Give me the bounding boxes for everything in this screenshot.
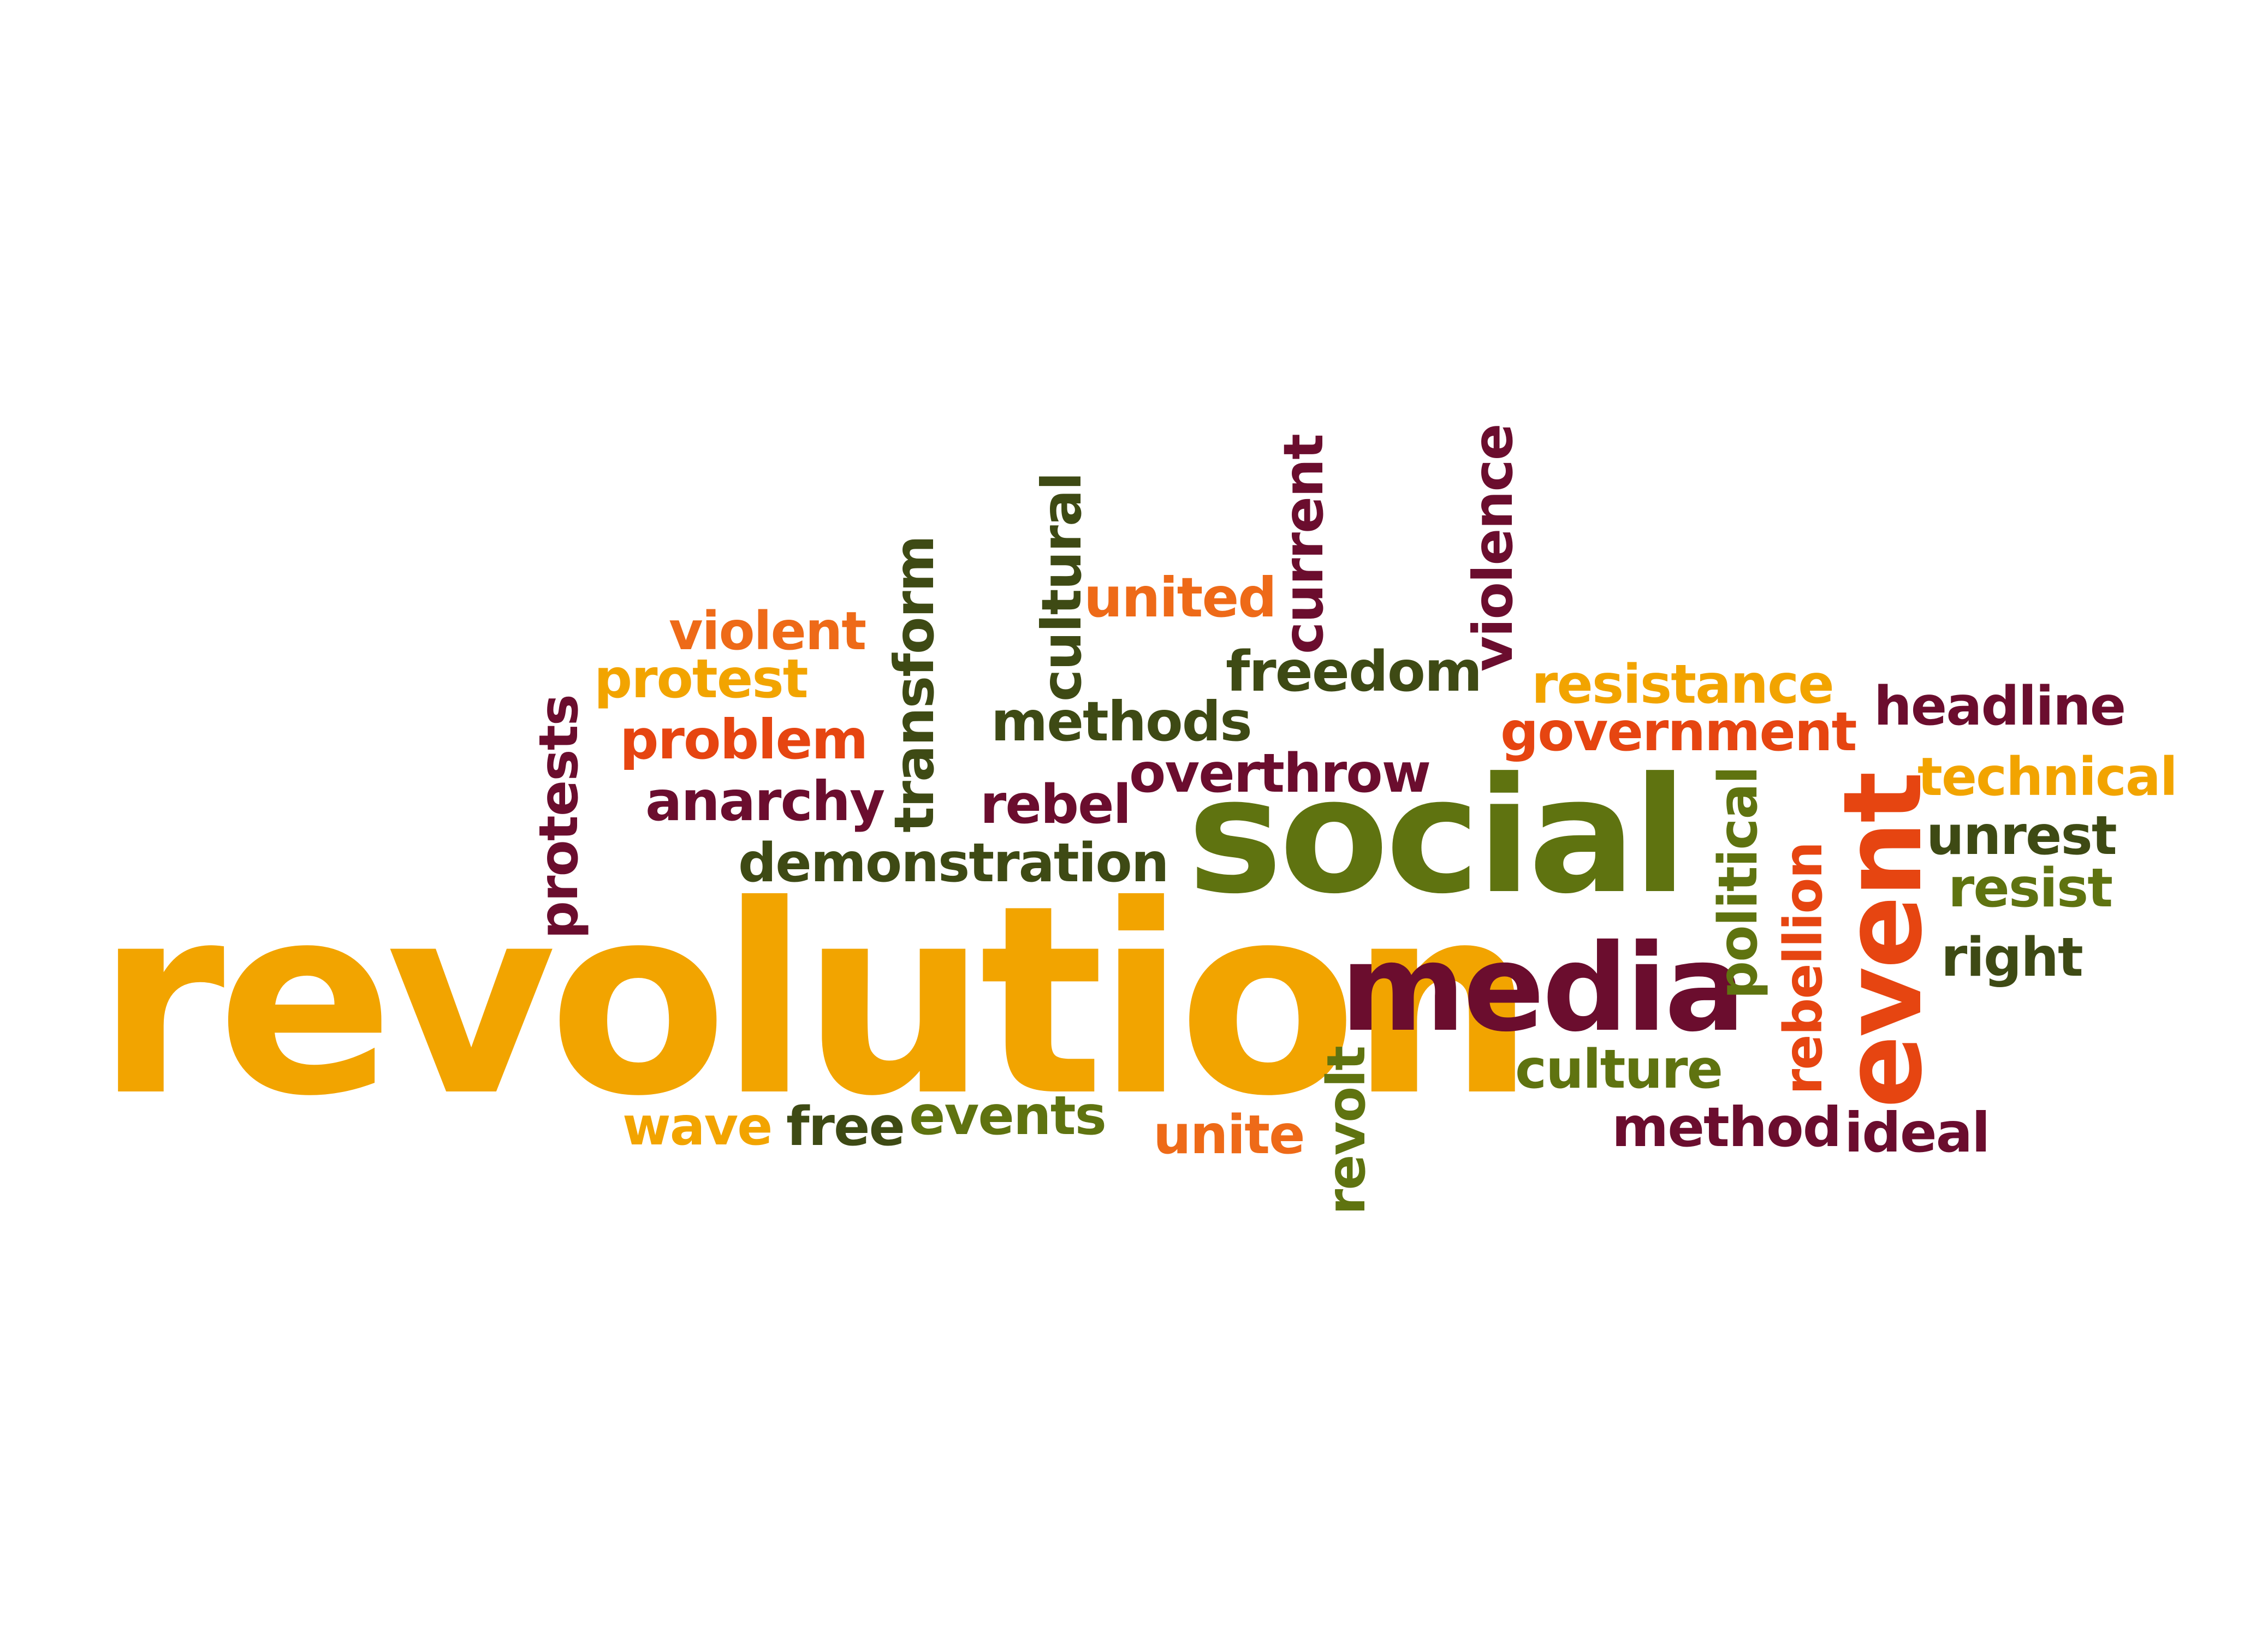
word-problem: problem [620,708,868,771]
word-rebel: rebel [980,774,1131,836]
word-unrest: unrest [1926,805,2117,867]
word-anarchy: anarchy [645,769,885,833]
word-revolt: revolt [1316,1046,1377,1215]
word-resist: resist [1948,857,2113,919]
word-rebellion: rebellion [1773,842,1834,1095]
word-ideal: ideal [1844,1101,1990,1165]
word-political: political [1707,767,1770,999]
word-right: right [1941,927,2083,989]
word-violent: violent [669,601,866,662]
word-media: media [1340,918,1745,1058]
word-event: event [1820,773,1946,1108]
word-violence: violence [1461,424,1525,672]
word-headline: headline [1874,675,2126,738]
word-protests: protests [528,695,590,939]
word-demonstration: demonstration [738,832,1169,894]
word-united: united [1084,566,1277,630]
word-current: current [1272,435,1335,654]
word-government: government [1500,701,1857,763]
word-unite: unite [1153,1104,1305,1166]
word-technical: technical [1917,746,2178,808]
word-resistance: resistance [1531,654,1834,716]
word-methods: methods [991,690,1252,753]
word-transform: transform [882,536,946,833]
word-method: method [1612,1095,1842,1159]
word-revolution: revolution [96,849,1535,1153]
word-wave: wave [622,1096,773,1157]
word-overthrow: overthrow [1129,743,1431,805]
word-protest: protest [594,648,809,710]
word-free: free [786,1096,905,1158]
word-events: events [909,1085,1107,1147]
word-freedom: freedom [1226,639,1482,704]
word-social: social [1188,743,1688,929]
word-culture: culture [1515,1038,1723,1101]
word-cultural: cultural [1030,473,1094,702]
